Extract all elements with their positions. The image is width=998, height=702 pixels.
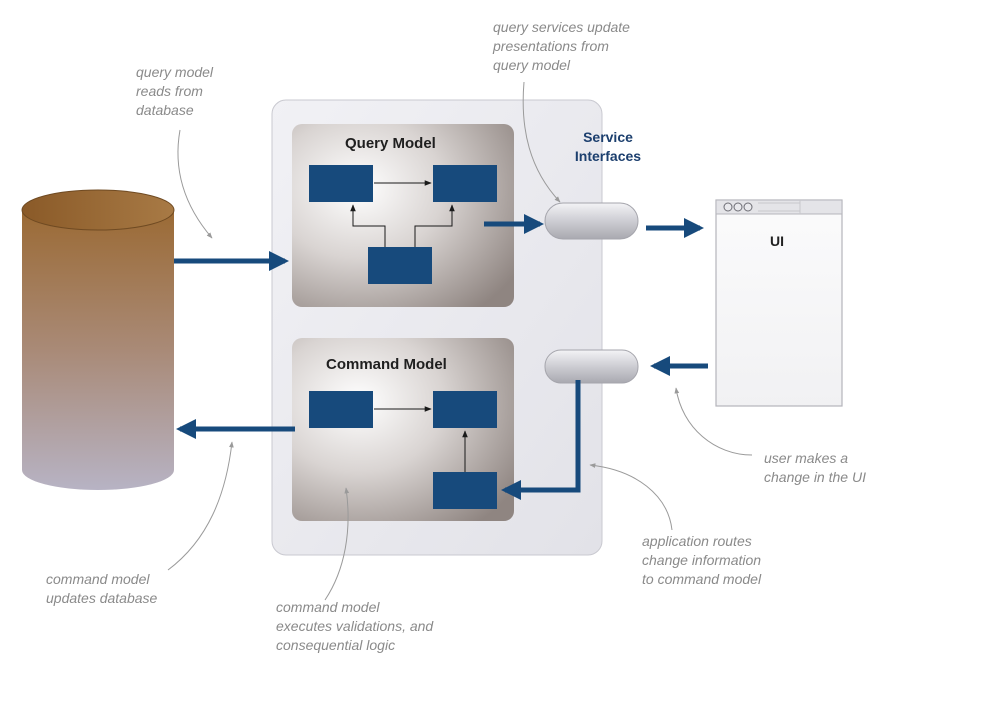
ui-window	[715, 199, 843, 407]
query-box-bottom	[368, 247, 432, 284]
service-interfaces-label: Service Interfaces	[574, 129, 642, 164]
database-cylinder	[21, 189, 175, 490]
query-feed-right-arrow	[414, 204, 455, 247]
query-model-title: Query Model	[345, 135, 436, 152]
leader-command-updates	[167, 441, 234, 571]
window-control-zoom	[743, 202, 753, 212]
annotation-command-updates: command model updates database	[46, 571, 158, 606]
annotation-user-change: user makes a change in the UI	[764, 450, 866, 485]
command-box-bottom	[433, 472, 497, 509]
query-box-right	[433, 165, 497, 202]
command-box-right	[433, 391, 497, 428]
leader-query-reads	[177, 129, 213, 239]
leader-command-executes	[324, 487, 350, 601]
window-control-minimize	[733, 202, 743, 212]
window-control-close	[723, 202, 733, 212]
command-service-interface	[544, 349, 639, 384]
annotation-query-services: query services update presentations from…	[493, 19, 630, 73]
leader-app-routes	[589, 463, 673, 531]
annotation-command-executes: command model executes validations, and …	[276, 599, 434, 653]
command-model-title: Command Model	[326, 356, 447, 373]
annotation-app-routes: application routes change information to…	[642, 533, 762, 587]
annotation-query-reads: query model reads from database	[136, 64, 214, 118]
interface-to-command-arrow	[501, 380, 581, 500]
ui-label: UI	[770, 233, 784, 249]
query-box-left	[309, 165, 373, 202]
leader-query-services	[522, 81, 561, 203]
query-service-interface	[544, 202, 639, 240]
leader-user-change	[674, 387, 753, 456]
query-feed-left-arrow	[350, 204, 386, 247]
command-box-left	[309, 391, 373, 428]
